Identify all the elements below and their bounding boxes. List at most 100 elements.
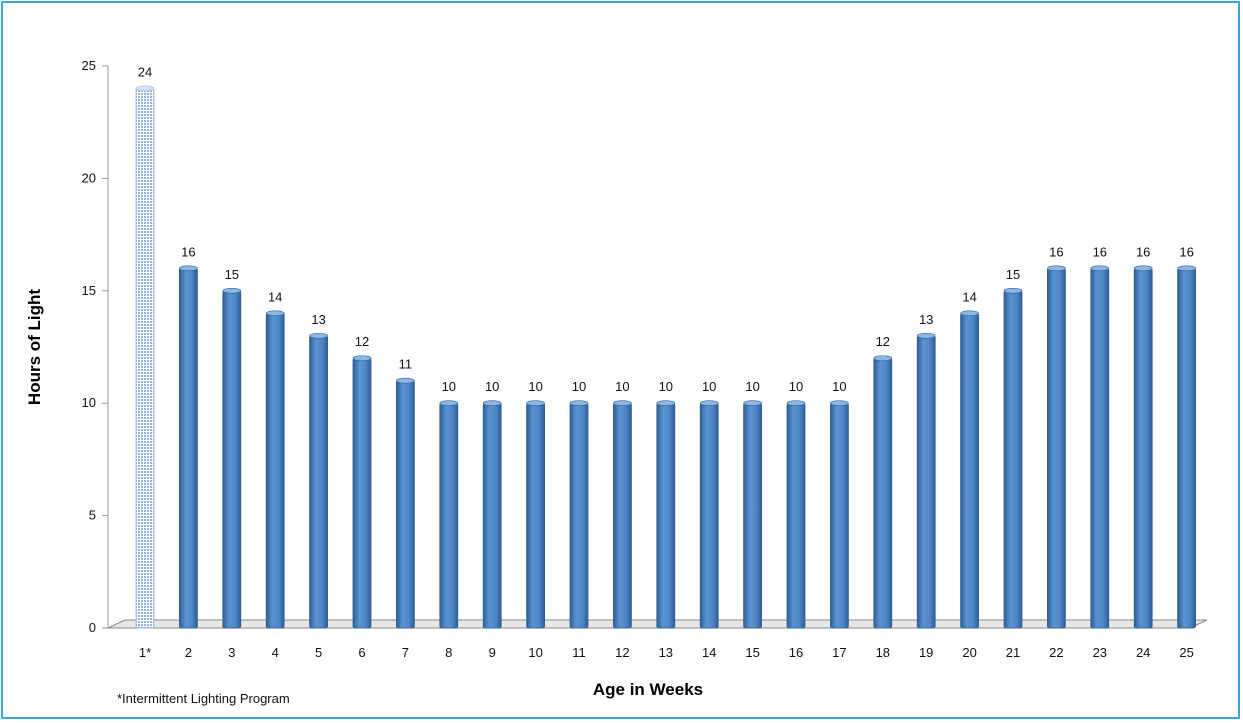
bar-cap [656,400,676,407]
y-axis-title: Hours of Light [25,289,44,405]
y-tick-label: 0 [89,620,96,635]
bar-cap [743,400,762,407]
x-tick-label: 23 [1093,645,1107,660]
bar-body [482,402,502,629]
bar [395,377,415,629]
data-label: 15 [225,267,239,282]
data-label: 13 [919,312,933,327]
x-axis-title: Age in Weeks [593,680,703,699]
bar [699,400,719,629]
data-label: 11 [399,357,413,372]
bar-body [222,290,242,629]
data-label: 12 [355,334,369,349]
bar-body [656,402,676,629]
y-tick-label: 10 [82,395,96,410]
bar-cap [135,85,155,92]
bar-cap [309,332,328,339]
bar-body [395,380,415,629]
x-tick-label: 15 [745,645,759,660]
x-tick-label: 22 [1049,645,1063,660]
bar-body [916,335,936,629]
x-tick-label: 7 [402,645,409,660]
bar-body [743,402,762,629]
x-tick-label: 19 [919,645,933,660]
x-tick-label: 17 [832,645,846,660]
data-label: 10 [789,379,803,394]
bar-body [960,312,979,629]
x-tick-label: 6 [358,645,365,660]
bar-body [439,402,459,629]
bar [1090,265,1110,629]
data-label: 16 [1136,244,1150,259]
bar [178,265,198,629]
bar-body [135,88,155,629]
x-tick-label: 24 [1136,645,1150,660]
x-tick-label: 4 [272,645,279,660]
bar-cap [569,400,589,407]
data-label: 10 [442,379,456,394]
data-label: 10 [572,379,586,394]
data-label: 14 [962,289,976,304]
data-label: 10 [745,379,759,394]
bar-body [1133,267,1153,629]
bar [830,400,849,629]
x-tick-label: 2 [185,645,192,660]
x-tick-label: 21 [1006,645,1020,660]
data-label: 10 [659,379,673,394]
bar-cap [613,400,632,407]
bar-cap [439,400,459,407]
bar [135,85,155,629]
bar [786,400,806,629]
bar-cap [222,287,242,294]
y-tick-label: 25 [82,58,96,73]
data-label: 13 [311,312,325,327]
bar-body [265,312,285,629]
data-label: 12 [876,334,890,349]
data-label: 10 [615,379,629,394]
bar-body [699,402,719,629]
y-tick-label: 5 [89,508,96,523]
bar-body [178,267,198,629]
bar-cap [526,400,545,407]
data-label: 16 [1093,244,1107,259]
x-tick-label: 10 [528,645,542,660]
bar [309,332,329,629]
x-tick-label: 13 [659,645,673,660]
bar-body [309,335,329,629]
bar [222,287,242,629]
x-tick-label: 25 [1179,645,1193,660]
bar [916,332,936,629]
data-label: 15 [1006,267,1020,282]
x-tick-label: 8 [445,645,452,660]
data-label: 10 [832,379,846,394]
bar-cap [1090,265,1110,272]
data-labels: 24 16 15 14 13 12 11 10 10 10 10 10 10 10 10 10 10 12 13 14… [138,64,1194,394]
bar-cap [1003,287,1023,294]
bar-cap [352,355,372,362]
bars [135,85,1196,629]
bar-body [1047,267,1066,629]
x-tick-label: 16 [789,645,803,660]
bar-cap [916,332,936,339]
data-label: 10 [702,379,716,394]
bar-body [1177,267,1196,629]
bar [265,310,285,629]
x-tick-label: 14 [702,645,716,660]
x-tick-label: 9 [489,645,496,660]
x-tick-label: 18 [876,645,890,660]
bar [743,400,762,629]
x-tick-label: 11 [572,645,586,660]
bar [873,355,893,629]
bar-body [873,357,893,629]
bar-body [830,402,849,629]
bar [569,400,589,629]
data-label: 16 [181,244,195,259]
data-label: 16 [1049,244,1063,259]
data-label: 10 [528,379,542,394]
bar [1133,265,1153,629]
y-ticks: 0 5 10 15 20 25 [82,58,108,635]
bar-cap [1133,265,1153,272]
bar-body [1090,267,1110,629]
bar [526,400,545,629]
